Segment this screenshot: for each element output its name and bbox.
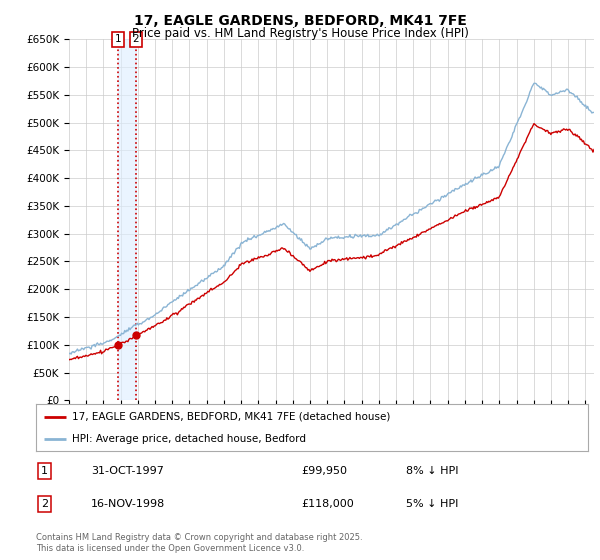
Text: 1: 1	[41, 466, 48, 476]
Text: Contains HM Land Registry data © Crown copyright and database right 2025.
This d: Contains HM Land Registry data © Crown c…	[36, 533, 362, 553]
Text: 2: 2	[41, 500, 48, 509]
Text: 16-NOV-1998: 16-NOV-1998	[91, 500, 166, 509]
Text: 5% ↓ HPI: 5% ↓ HPI	[406, 500, 458, 509]
Bar	[118, 39, 136, 400]
Text: £118,000: £118,000	[301, 500, 354, 509]
Text: 17, EAGLE GARDENS, BEDFORD, MK41 7FE: 17, EAGLE GARDENS, BEDFORD, MK41 7FE	[134, 14, 466, 28]
Text: 17, EAGLE GARDENS, BEDFORD, MK41 7FE (detached house): 17, EAGLE GARDENS, BEDFORD, MK41 7FE (de…	[72, 412, 390, 422]
Text: 1: 1	[115, 34, 121, 44]
Text: HPI: Average price, detached house, Bedford: HPI: Average price, detached house, Bedf…	[72, 434, 306, 444]
Text: £99,950: £99,950	[301, 466, 347, 476]
Text: Price paid vs. HM Land Registry's House Price Index (HPI): Price paid vs. HM Land Registry's House …	[131, 27, 469, 40]
Text: 2: 2	[133, 34, 139, 44]
Text: 31-OCT-1997: 31-OCT-1997	[91, 466, 164, 476]
Text: 8% ↓ HPI: 8% ↓ HPI	[406, 466, 458, 476]
